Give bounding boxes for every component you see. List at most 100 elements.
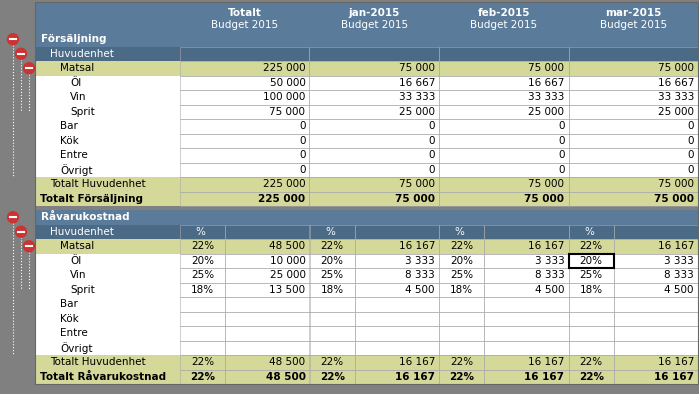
Bar [180,253,225,268]
Bar [614,239,698,253]
Bar [180,162,310,177]
Text: 25%: 25% [579,270,603,280]
Bar [439,104,568,119]
Text: 3 333: 3 333 [405,256,435,266]
Bar [484,282,568,297]
Text: 75 000: 75 000 [524,194,565,204]
Bar [614,340,698,355]
Bar [35,148,180,162]
Bar [439,61,568,76]
Text: Råvarukostnad: Råvarukostnad [41,212,129,222]
Bar [180,355,225,370]
Text: 75 000: 75 000 [658,179,694,189]
Bar [439,119,568,134]
Text: Totalt Råvarukostnad: Totalt Råvarukostnad [40,372,166,382]
Text: 20%: 20% [321,256,344,266]
Text: 10 000: 10 000 [270,256,305,266]
Bar [568,282,614,297]
Bar [568,162,698,177]
Bar [35,340,180,355]
Bar [225,282,310,297]
Text: Totalt Huvudenhet: Totalt Huvudenhet [50,179,145,189]
Text: 18%: 18% [579,285,603,295]
Bar [35,134,180,148]
Text: 16 667: 16 667 [658,78,694,88]
Bar [568,119,698,134]
Text: 22%: 22% [190,372,215,382]
Bar [568,340,614,355]
Bar [614,297,698,312]
Text: 25 000: 25 000 [658,107,694,117]
Bar [568,370,614,384]
Bar [0,206,698,212]
Bar [35,32,698,46]
Bar [568,297,614,312]
Text: 0: 0 [428,136,435,146]
Bar [310,253,355,268]
Bar [310,61,439,76]
Bar [439,148,568,162]
Bar [439,162,568,177]
Bar [614,239,698,253]
Text: 22%: 22% [579,372,604,382]
Bar [180,239,225,253]
Text: 25%: 25% [450,270,473,280]
Bar [180,90,310,104]
Bar [484,312,568,326]
Text: 75 000: 75 000 [658,63,694,73]
Bar [180,119,310,134]
Bar [439,355,484,370]
Text: 22%: 22% [321,241,344,251]
Bar [310,76,439,90]
Bar [35,177,180,191]
Bar [35,355,180,370]
Bar [614,282,698,297]
Bar [35,312,180,326]
Bar [484,253,568,268]
Text: Öl: Öl [70,256,81,266]
Bar [439,46,568,61]
Text: 48 500: 48 500 [269,241,305,251]
Bar [568,355,614,370]
Bar [568,253,614,268]
Text: 4 500: 4 500 [405,285,435,295]
Bar [439,340,484,355]
Bar [439,312,484,326]
Bar [310,162,439,177]
Bar [568,282,614,297]
Bar [310,225,355,239]
Bar [439,355,484,370]
Bar [310,225,355,239]
Bar [35,297,180,312]
Bar [614,370,698,384]
Text: 48 500: 48 500 [269,357,305,367]
Bar [355,239,439,253]
Text: 22%: 22% [191,357,214,367]
Bar [439,76,568,90]
Bar [310,162,439,177]
Bar [180,326,225,340]
Bar [439,297,484,312]
Circle shape [15,226,27,237]
Bar [439,191,568,206]
Circle shape [8,34,18,45]
Bar [439,297,484,312]
Text: 22%: 22% [450,357,473,367]
Bar [225,355,310,370]
Bar [225,297,310,312]
Bar [355,225,439,239]
Text: jan-2015: jan-2015 [349,7,400,17]
Bar [310,326,355,340]
Bar [484,297,568,312]
Bar [310,134,439,148]
Bar [35,46,180,61]
Text: 22%: 22% [449,372,474,382]
Bar [310,134,439,148]
Bar [614,225,698,239]
Text: 75 000: 75 000 [528,63,565,73]
Bar [225,268,310,282]
Bar [225,355,310,370]
Bar [310,76,439,90]
Bar [310,119,439,134]
Bar [484,312,568,326]
